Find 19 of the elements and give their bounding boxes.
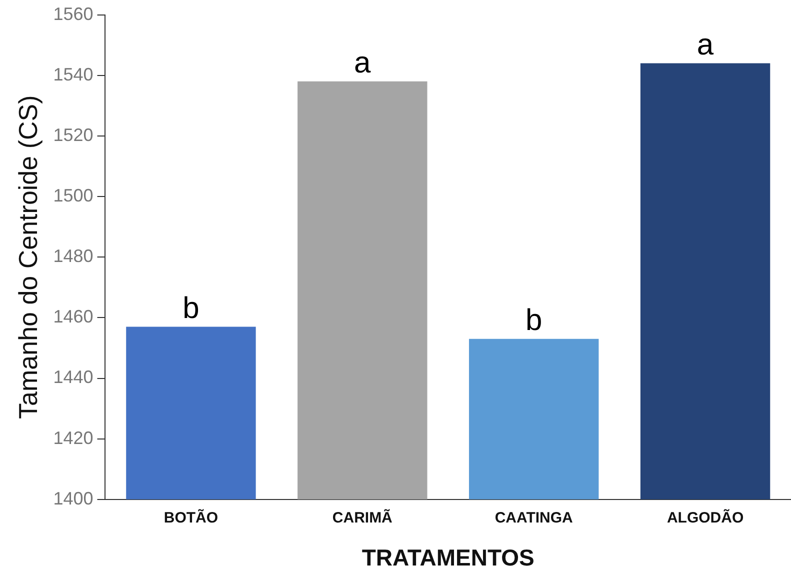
y-tick-label: 1440 — [53, 367, 94, 388]
y-tick-label: 1400 — [53, 488, 94, 508]
annotation: b — [525, 304, 542, 338]
annotation: a — [696, 28, 714, 62]
y-tick-label: 1540 — [53, 64, 94, 84]
y-tick-label: 1560 — [53, 4, 94, 24]
y-tick-label: 1480 — [53, 246, 94, 266]
y-tick-label: 1520 — [53, 124, 94, 145]
y-tick-label: 1420 — [53, 428, 94, 448]
y-tick-label: 1460 — [53, 306, 94, 327]
x-axis-title: TRATAMENTOS — [362, 544, 534, 571]
x-tick-label: BOTÃO — [164, 508, 218, 527]
x-tick-label: ALGODÃO — [666, 508, 744, 527]
y-tick-label: 1500 — [53, 185, 94, 206]
y-axis-title: Tamanho do Centroide (CS) — [12, 95, 43, 419]
annotation: a — [354, 46, 372, 80]
x-tick-label: CAATINGA — [494, 510, 574, 527]
x-tick-label: CARIMÃ — [332, 508, 393, 527]
annotation: b — [182, 292, 200, 326]
